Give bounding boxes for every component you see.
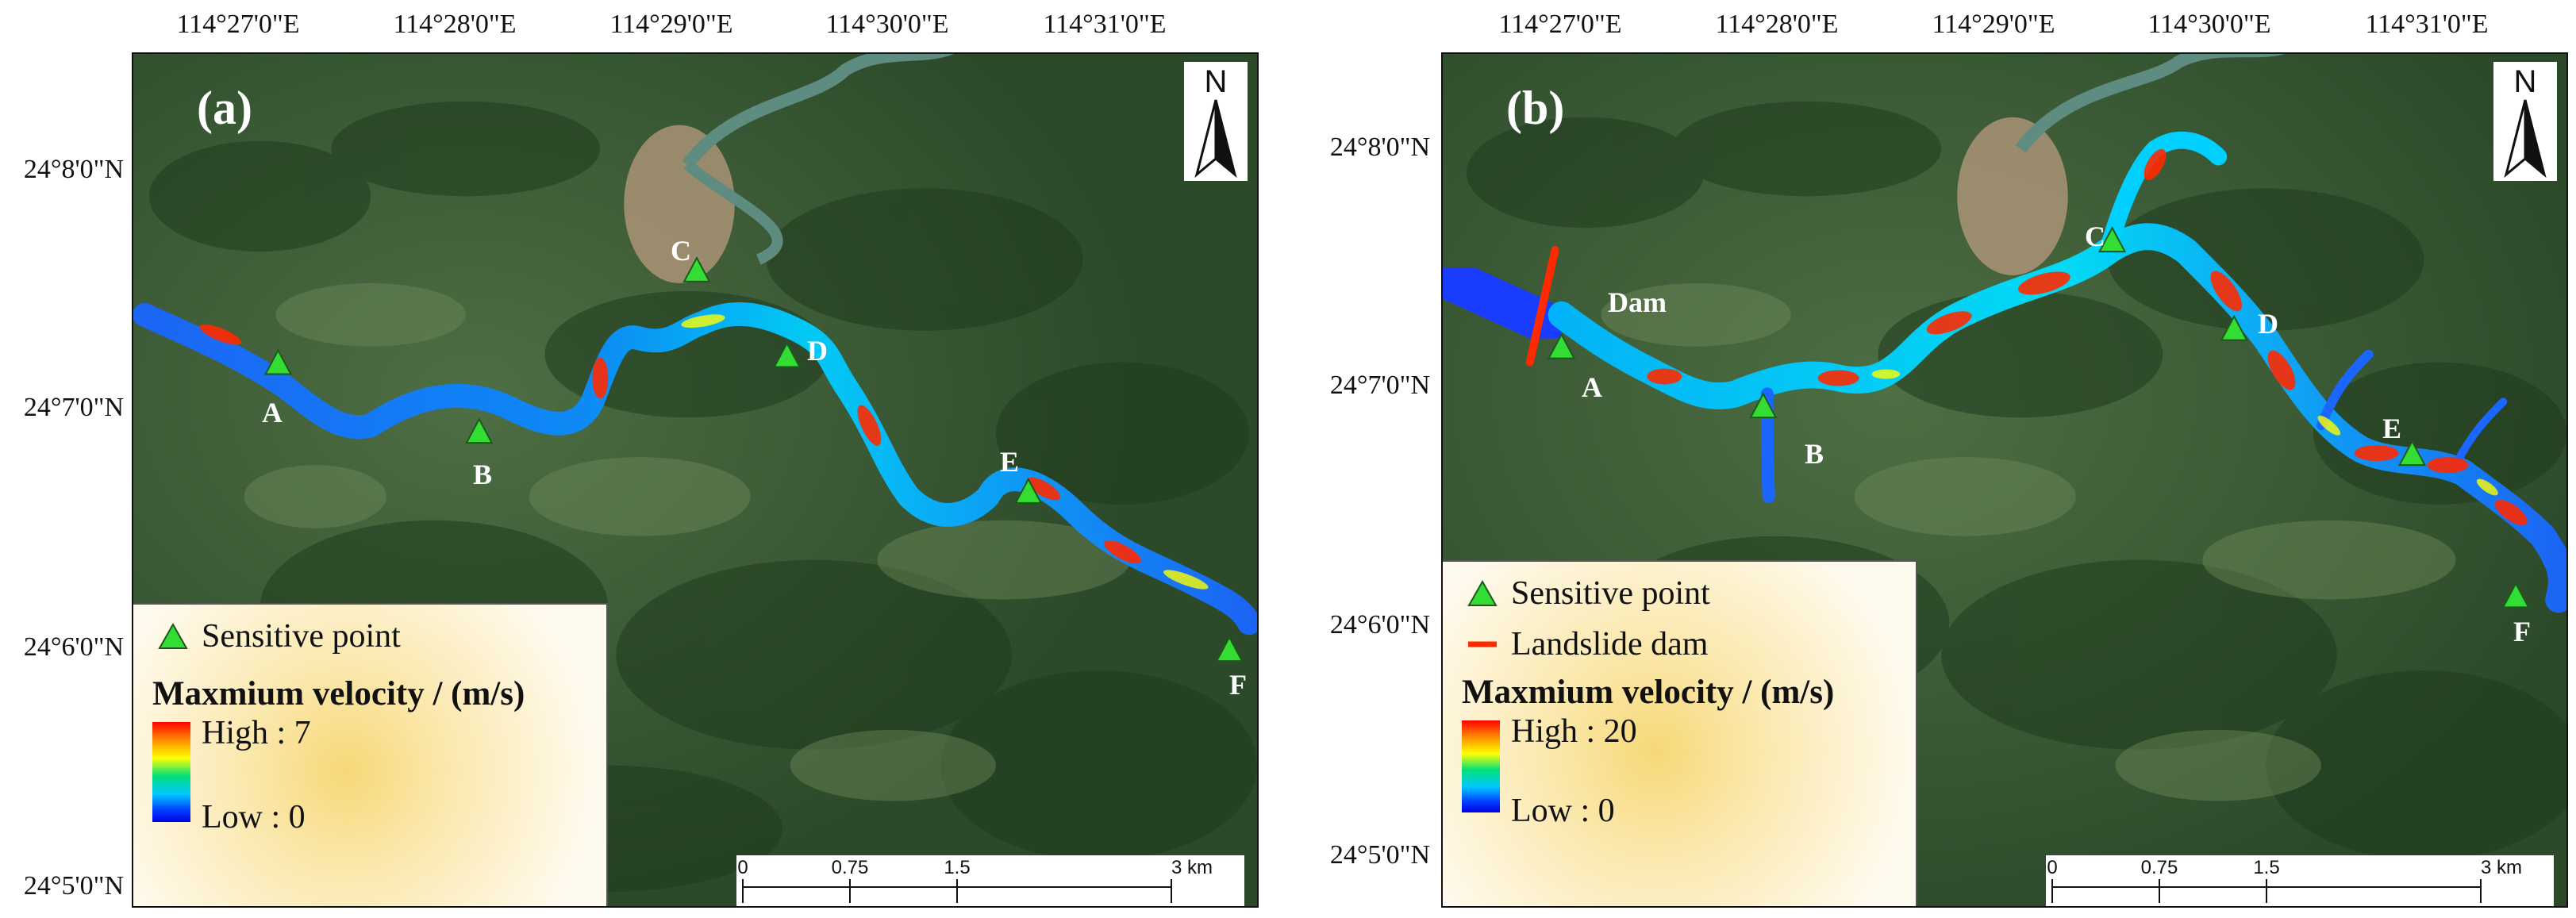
point-label-a: A xyxy=(262,397,283,428)
ramp-high-label: High : 7 xyxy=(202,715,311,751)
scale-label: 0.75 xyxy=(831,857,869,878)
point-label-c: C xyxy=(2085,221,2105,252)
lat-label: 24°5'0"N xyxy=(1329,840,1430,870)
dam-line-icon xyxy=(1468,641,1497,647)
map-panel-b: 114°27'0"E 114°28'0"E 114°29'0"E 114°30'… xyxy=(1306,0,2576,918)
dam-label: Dam xyxy=(1608,286,1667,318)
scale-bar: 0 0.75 1.5 3 km xyxy=(736,855,1244,906)
point-label-c: C xyxy=(671,235,691,267)
lat-label: 24°5'0"N xyxy=(23,871,124,901)
lon-label: 114°30'0"E xyxy=(825,10,949,39)
point-label-e: E xyxy=(999,446,1020,478)
sensitive-point-b xyxy=(465,417,494,444)
sensitive-point-e xyxy=(1014,477,1043,504)
north-arrow: N xyxy=(1184,62,1248,181)
legend-landslide-dam: Landslide dam xyxy=(1467,625,1708,663)
map-frame: (b) Dam A B C D E F N Sensitive point La… xyxy=(1441,52,2568,908)
legend-label: Landslide dam xyxy=(1511,626,1709,663)
sensitive-points xyxy=(1547,226,2530,609)
legend-sensitive-point: Sensitive point xyxy=(1467,574,1710,613)
color-ramp xyxy=(1462,720,1500,812)
lon-label: 114°29'0"E xyxy=(1932,10,2055,39)
lat-label: 24°7'0"N xyxy=(1329,371,1430,400)
point-label-f: F xyxy=(2513,616,2531,647)
legend-label: Sensitive point xyxy=(202,618,401,655)
legend-title: Maxmium velocity / (m/s) xyxy=(1462,674,1835,711)
sensitive-points xyxy=(263,255,1244,663)
lon-label: 114°28'0"E xyxy=(393,10,517,39)
lon-label: 114°29'0"E xyxy=(609,10,733,39)
legend-sensitive-point: Sensitive point xyxy=(157,617,401,655)
lat-label: 24°6'0"N xyxy=(23,632,124,662)
panel-tag: (b) xyxy=(1506,82,1565,134)
north-label: N xyxy=(1205,64,1228,99)
lon-label: 114°28'0"E xyxy=(1715,10,1839,39)
point-label-a: A xyxy=(1582,371,1602,403)
point-label-b: B xyxy=(472,459,493,490)
sensitive-point-a xyxy=(1547,332,1576,359)
scale-label: 1.5 xyxy=(2253,857,2280,878)
lat-label: 24°8'0"N xyxy=(1329,133,1430,162)
lat-label: 24°6'0"N xyxy=(1329,610,1430,640)
point-label-d: D xyxy=(807,335,828,367)
sensitive-point-d xyxy=(773,341,802,368)
sensitive-point-f xyxy=(1215,636,1244,663)
ramp-low-label: Low : 0 xyxy=(1511,793,1615,829)
legend: Sensitive point Landslide dam Maxmium ve… xyxy=(1443,560,1917,906)
point-label-e: E xyxy=(2382,413,2402,444)
lon-label: 114°31'0"E xyxy=(2365,10,2489,39)
legend-label: Sensitive point xyxy=(1511,575,1710,612)
sensitive-point-e xyxy=(2397,440,2427,467)
sensitive-point-c xyxy=(2098,226,2127,253)
lon-label: 114°27'0"E xyxy=(176,10,300,39)
sensitive-point-b xyxy=(1749,392,1778,419)
lon-label: 114°31'0"E xyxy=(1043,10,1167,39)
legend-title: Maxmium velocity / (m/s) xyxy=(152,675,525,713)
north-arrow: N xyxy=(2493,62,2557,181)
triangle-icon xyxy=(1467,579,1498,606)
triangle-icon xyxy=(158,622,188,649)
panel-tag: (a) xyxy=(197,82,252,134)
map-panel-a: 114°27'0"E 114°28'0"E 114°29'0"E 114°30'… xyxy=(0,0,1270,918)
ramp-high-label: High : 20 xyxy=(1511,713,1637,750)
lon-label: 114°30'0"E xyxy=(2147,10,2271,39)
sensitive-point-a xyxy=(263,348,293,375)
point-label-f: F xyxy=(1229,669,1247,701)
scale-label: 3 km xyxy=(1171,857,1213,878)
scale-label: 1.5 xyxy=(944,857,971,878)
ramp-low-label: Low : 0 xyxy=(202,799,306,835)
lat-label: 24°8'0"N xyxy=(23,155,124,184)
color-ramp xyxy=(152,722,190,822)
legend: Sensitive point Maxmium velocity / (m/s)… xyxy=(133,603,608,906)
lon-label: 114°27'0"E xyxy=(1498,10,1622,39)
landslide-dam-line xyxy=(1525,246,1559,367)
sensitive-point-c xyxy=(682,255,711,282)
map-frame: (a) A B C D E F N Sensitive point Maxmiu… xyxy=(132,52,1259,908)
point-label-b: B xyxy=(1804,438,1824,470)
scale-label: 0 xyxy=(737,857,748,878)
scale-label: 3 km xyxy=(2480,857,2523,878)
point-label-d: D xyxy=(2258,308,2278,340)
north-label: N xyxy=(2514,64,2537,99)
scale-label: 0 xyxy=(2047,857,2058,878)
sensitive-point-f xyxy=(2501,582,2530,609)
scale-label: 0.75 xyxy=(2140,857,2178,878)
sensitive-point-d xyxy=(2220,314,2248,341)
lat-label: 24°7'0"N xyxy=(23,393,124,422)
scale-bar: 0 0.75 1.5 3 km xyxy=(2046,855,2554,906)
